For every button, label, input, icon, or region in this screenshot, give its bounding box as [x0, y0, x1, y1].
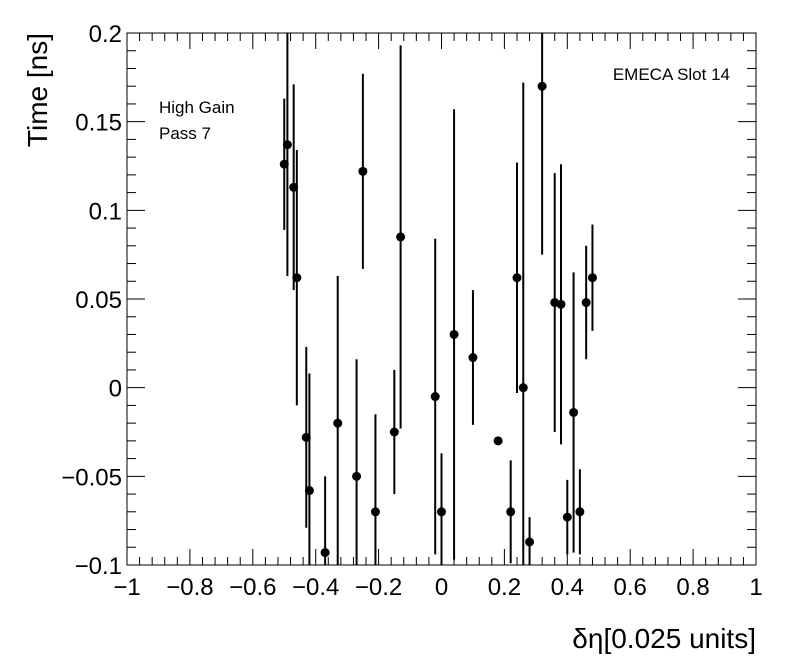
x-tick-label: −1: [113, 574, 140, 601]
marker: [575, 507, 585, 517]
marker: [320, 548, 330, 558]
marker: [468, 353, 478, 363]
data-point: [437, 453, 446, 565]
data-point: [320, 476, 330, 565]
marker: [493, 436, 503, 446]
x-tick-label: −0.8: [166, 574, 213, 601]
marker: [396, 232, 406, 242]
marker: [506, 507, 516, 517]
y-tick-label: 0.2: [89, 21, 122, 48]
data-point: [304, 373, 314, 565]
data-point: [358, 73, 368, 269]
marker: [537, 81, 547, 91]
marker: [358, 166, 368, 176]
y-tick-label: 0.15: [75, 110, 122, 137]
data-points: [279, 33, 597, 565]
data-point: [525, 517, 535, 565]
x-tick-label: 0: [435, 574, 448, 601]
marker: [292, 273, 302, 283]
y-tick-label: −0.05: [61, 464, 122, 491]
annotation-pass: Pass 7: [159, 124, 211, 143]
x-tick-labels: −1 −0.8 −0.6 −0.4 −0.2 0 0.2 0.4 0.6 0.8 1: [113, 574, 762, 601]
marker: [282, 140, 292, 150]
annotation-slot: EMECA Slot 14: [613, 65, 730, 84]
marker: [587, 273, 597, 283]
data-point: [396, 45, 406, 429]
data-point: [537, 33, 547, 255]
marker: [518, 383, 528, 393]
data-point: [562, 479, 572, 555]
data-point: [352, 359, 362, 565]
x-tick-label: 0.8: [676, 574, 709, 601]
marker: [333, 418, 343, 428]
data-point: [449, 109, 459, 560]
data-point: [575, 469, 585, 555]
marker: [569, 407, 579, 417]
y-tick-label: 0.1: [89, 198, 122, 225]
data-point: [333, 275, 343, 565]
x-tick-label: 0.2: [488, 574, 521, 601]
x-tick-label: 1: [749, 574, 762, 601]
x-axis-title: δη[0.025 units]: [572, 623, 756, 654]
marker: [304, 486, 314, 496]
data-point: [581, 245, 591, 360]
data-point: [506, 460, 516, 564]
marker: [562, 512, 572, 522]
y-tick-labels: −0.1 −0.05 0 0.05 0.1 0.15 0.2: [61, 21, 122, 580]
x-tick-label: 0.6: [614, 574, 647, 601]
marker: [389, 427, 399, 437]
marker: [581, 298, 591, 308]
y-tick-label: 0: [109, 376, 122, 403]
marker: [370, 507, 380, 517]
data-point: [370, 414, 380, 565]
data-point: [292, 150, 302, 406]
marker: [556, 299, 566, 309]
x-tick-label: −0.4: [292, 574, 339, 601]
data-point: [569, 272, 579, 553]
y-tick-label: 0.05: [75, 287, 122, 314]
data-point: [493, 436, 503, 446]
marker: [430, 392, 440, 402]
data-point: [512, 162, 522, 393]
x-tick-label: 0.4: [551, 574, 584, 601]
x-tick-label: −0.2: [355, 574, 402, 601]
data-point: [556, 164, 566, 445]
marker: [437, 507, 446, 517]
data-point: [587, 224, 597, 331]
y-axis-title: Time [ns]: [22, 33, 53, 147]
marker: [512, 273, 522, 283]
data-point: [282, 33, 292, 276]
data-point: [468, 290, 478, 425]
data-point: [389, 369, 399, 495]
annotation-high-gain: High Gain: [159, 98, 235, 117]
y-tick-label: −0.1: [75, 553, 122, 580]
marker: [525, 537, 535, 547]
data-point: [518, 82, 528, 565]
x-tick-label: −0.6: [229, 574, 276, 601]
data-point: [430, 238, 440, 555]
marker: [449, 329, 459, 339]
axis-ticks: [126, 32, 757, 566]
marker: [352, 471, 362, 481]
